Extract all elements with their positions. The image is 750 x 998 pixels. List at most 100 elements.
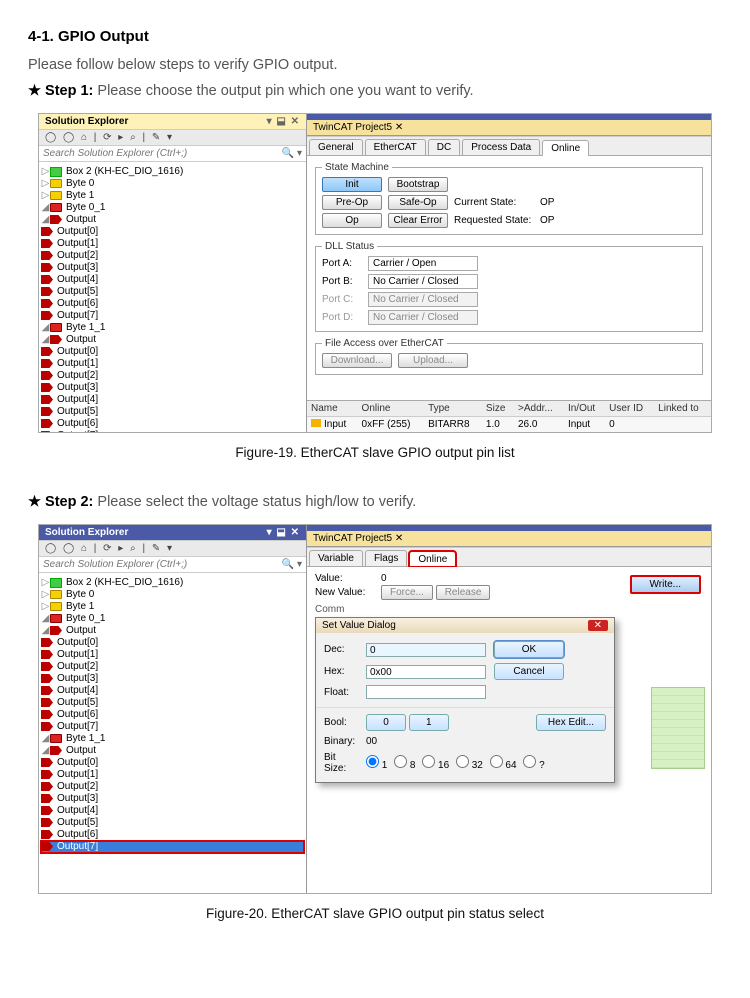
se-search-input[interactable] (43, 148, 278, 159)
bool1-button[interactable]: 1 (409, 714, 449, 731)
se-search-input-2[interactable] (43, 559, 278, 570)
preop-button[interactable]: Pre-Op (322, 195, 382, 210)
tree2-output4b[interactable]: Output[4] (41, 805, 304, 817)
tree2-box2[interactable]: ▷Box 2 (KH-EC_DIO_1616) (41, 577, 304, 589)
search-icon[interactable]: 🔍 ▾ (282, 148, 302, 159)
se-title-controls-2[interactable]: ▾ ⬓ ✕ (267, 527, 300, 538)
tree-output7[interactable]: Output[7] (41, 310, 304, 322)
doc-tab[interactable]: TwinCAT Project5 ✕ (307, 120, 711, 136)
tree-output6[interactable]: Output[6] (41, 298, 304, 310)
tree2-output5[interactable]: Output[5] (41, 697, 304, 709)
se-toolbar-2[interactable]: ◯ ◯ ⌂ | ⟳ ▸ ⌕ | ✎ ▾ (39, 541, 306, 557)
tab-processdata[interactable]: Process Data (462, 139, 540, 155)
col-io[interactable]: In/Out (564, 401, 605, 417)
se-title-controls[interactable]: ▾ ⬓ ✕ (267, 116, 300, 127)
col-link[interactable]: Linked to (654, 401, 711, 417)
tree-byte0[interactable]: ▷Byte 0 (41, 178, 304, 190)
tree-output3b[interactable]: Output[3] (41, 382, 304, 394)
cancel-button[interactable]: Cancel (494, 663, 564, 680)
col-uid[interactable]: User ID (605, 401, 654, 417)
tree2-output1[interactable]: Output[1] (41, 649, 304, 661)
tree-output2[interactable]: Output[2] (41, 250, 304, 262)
safeop-button[interactable]: Safe-Op (388, 195, 448, 210)
bitsize-16[interactable] (422, 755, 435, 768)
tree2-output4[interactable]: Output[4] (41, 685, 304, 697)
clear-button[interactable]: Clear Error (388, 213, 448, 228)
col-name[interactable]: Name (307, 401, 358, 417)
tree-output2b[interactable]: Output[2] (41, 370, 304, 382)
tree2-output-b[interactable]: ◢Output (41, 745, 304, 757)
tree2-output2[interactable]: Output[2] (41, 661, 304, 673)
release-button[interactable]: Release (436, 585, 491, 600)
bitsize-8[interactable] (394, 755, 407, 768)
dec-input[interactable]: 0 (366, 643, 486, 657)
tree2-byte01[interactable]: ◢Byte 0_1 (41, 613, 304, 625)
bootstrap-button[interactable]: Bootstrap (388, 177, 448, 192)
tree2-output7b[interactable]: Output[7] (41, 841, 304, 853)
tree-output1b[interactable]: Output[1] (41, 358, 304, 370)
tree2-byte0[interactable]: ▷Byte 0 (41, 589, 304, 601)
op-button[interactable]: Op (322, 213, 382, 228)
tree2-output2b[interactable]: Output[2] (41, 781, 304, 793)
tree2-output0[interactable]: Output[0] (41, 637, 304, 649)
tree-output1[interactable]: Output[1] (41, 238, 304, 250)
tree-output4b[interactable]: Output[4] (41, 394, 304, 406)
tree-output5[interactable]: Output[5] (41, 286, 304, 298)
tree2-output7[interactable]: Output[7] (41, 721, 304, 733)
col-type[interactable]: Type (424, 401, 482, 417)
tree-output[interactable]: ◢Output (41, 214, 304, 226)
tree-byte11[interactable]: ◢Byte 1_1 (41, 322, 304, 334)
float-input[interactable] (366, 685, 486, 699)
doc-tab-2[interactable]: TwinCAT Project5 ✕ (307, 531, 711, 547)
tree-output6b[interactable]: Output[6] (41, 418, 304, 430)
tree2-output1b[interactable]: Output[1] (41, 769, 304, 781)
tree2-output6b[interactable]: Output[6] (41, 829, 304, 841)
hex-input[interactable]: 0x00 (366, 665, 486, 679)
tree-byte1[interactable]: ▷Byte 1 (41, 190, 304, 202)
upload-button[interactable]: Upload... (398, 353, 468, 368)
se-search-2[interactable]: 🔍 ▾ (39, 557, 306, 573)
tab-dc[interactable]: DC (428, 139, 460, 155)
hexedit-button[interactable]: Hex Edit... (536, 714, 606, 731)
tab-variable[interactable]: Variable (309, 550, 363, 566)
write-button[interactable]: Write... (630, 575, 701, 594)
download-button[interactable]: Download... (322, 353, 392, 368)
tree2-output[interactable]: ◢Output (41, 625, 304, 637)
tab-flags[interactable]: Flags (365, 550, 407, 566)
tree-output3[interactable]: Output[3] (41, 262, 304, 274)
tree2-byte11[interactable]: ◢Byte 1_1 (41, 733, 304, 745)
tree2-output3b[interactable]: Output[3] (41, 793, 304, 805)
se-search[interactable]: 🔍 ▾ (39, 146, 306, 162)
tree2-output3[interactable]: Output[3] (41, 673, 304, 685)
init-button[interactable]: Init (322, 177, 382, 192)
tree-output0b[interactable]: Output[0] (41, 346, 304, 358)
search-icon-2[interactable]: 🔍 ▾ (282, 559, 302, 570)
grid-row[interactable]: Input 0xFF (255) BITARR8 1.0 26.0 Input … (307, 417, 711, 433)
tree-box2[interactable]: ▷Box 2 (KH-EC_DIO_1616) (41, 166, 304, 178)
tree2-output5b[interactable]: Output[5] (41, 817, 304, 829)
force-button[interactable]: Force... (381, 585, 433, 600)
ok-button[interactable]: OK (494, 641, 564, 658)
bool0-button[interactable]: 0 (366, 714, 406, 731)
tree-output7b[interactable]: Output[7] (41, 430, 304, 432)
tree-output4[interactable]: Output[4] (41, 274, 304, 286)
tree2-byte1[interactable]: ▷Byte 1 (41, 601, 304, 613)
col-online[interactable]: Online (358, 401, 425, 417)
tree2-output0b[interactable]: Output[0] (41, 757, 304, 769)
tree-output5b[interactable]: Output[5] (41, 406, 304, 418)
tab-ethercat[interactable]: EtherCAT (365, 139, 426, 155)
bitsize-radios[interactable]: 1 8 16 32 64 ? (366, 755, 606, 771)
tree-byte01[interactable]: ◢Byte 0_1 (41, 202, 304, 214)
bitsize-32[interactable] (456, 755, 469, 768)
bitsize-q[interactable] (523, 755, 536, 768)
tree-output-b[interactable]: ◢Output (41, 334, 304, 346)
col-addr[interactable]: >Addr... (514, 401, 564, 417)
tab-online[interactable]: Online (542, 140, 589, 156)
bitsize-64[interactable] (490, 755, 503, 768)
se-toolbar[interactable]: ◯ ◯ ⌂ | ⟳ ▸ ⌕ | ✎ ▾ (39, 130, 306, 146)
tree-output0[interactable]: Output[0] (41, 226, 304, 238)
col-size[interactable]: Size (482, 401, 514, 417)
close-icon[interactable]: ✕ (588, 620, 608, 631)
tab-online-2[interactable]: Online (409, 551, 456, 567)
bitsize-1[interactable] (366, 755, 379, 768)
